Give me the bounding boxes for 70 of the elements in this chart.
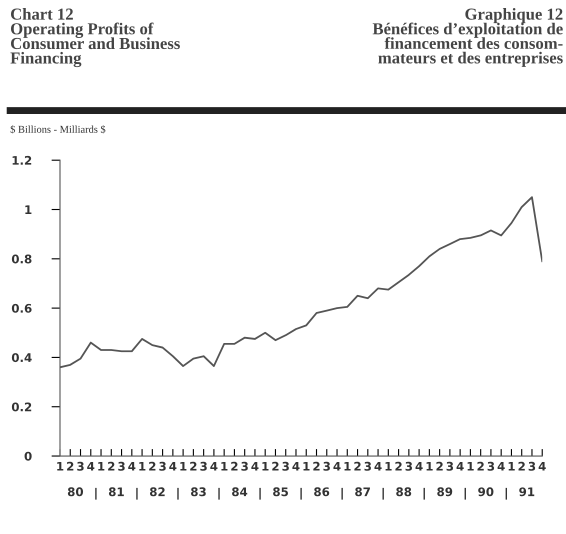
y-tick-label: 1.2 (12, 156, 32, 165)
x-tick-label: 3 (241, 462, 248, 471)
x-tick-label: 3 (77, 462, 84, 471)
x-tick-label: 4 (292, 462, 300, 471)
x-tick-label: 2 (477, 462, 484, 471)
x-tick-label: 3 (406, 462, 412, 471)
x-tick-label: 2 (231, 462, 238, 471)
y-tick-label: 0.4 (12, 353, 32, 362)
x-tick-label: 1 (98, 462, 104, 471)
x-tick-label: 3 (323, 462, 330, 471)
y-tick-label: 1 (25, 205, 32, 214)
x-tick-label: 4 (210, 462, 218, 471)
text: 90 (478, 487, 494, 496)
x-tick-label: 1 (468, 462, 474, 471)
x-tick-label: 4 (538, 462, 546, 471)
x-tick-label: 1 (57, 462, 64, 471)
text: 91 (519, 487, 534, 496)
x-tick-label: 2 (354, 462, 361, 471)
text: 85 (273, 487, 288, 496)
x-tick-label: 2 (190, 462, 196, 471)
x-tick-label: 3 (364, 462, 371, 471)
y-axis-title: $ Billions - Milliards $ (10, 125, 106, 134)
x-tick-label: 1 (262, 462, 268, 471)
x-tick-label: 1 (221, 462, 228, 471)
x-tick-label: 1 (426, 462, 433, 471)
x-tick-label: 4 (87, 462, 94, 471)
x-tick-label: 1 (386, 462, 392, 471)
y-tick-label: 0 (24, 452, 32, 461)
x-tick-label: 4 (416, 462, 423, 471)
y-tick-label: 0.6 (12, 304, 32, 313)
chart-title: Chart 12 Operating Profits of Consumer and Business Financing (10, 8, 180, 68)
text: 88 (396, 487, 412, 496)
x-tick-label: 4 (251, 462, 259, 471)
x-tick-label: 2 (67, 462, 74, 471)
text: 84 (232, 487, 248, 496)
x-tick-label: 4 (128, 462, 136, 471)
x-tick-label: 3 (488, 462, 494, 471)
x-tick-label: 1 (508, 462, 515, 471)
x-tick-label: 2 (436, 462, 443, 471)
x-tick-label: 2 (313, 462, 320, 471)
text: 87 (355, 487, 370, 496)
x-tick-label: 2 (108, 462, 114, 471)
x-tick-label: 4 (333, 462, 341, 471)
x-tick-label: 3 (282, 462, 289, 471)
x-tick-label: 2 (149, 462, 156, 471)
text: 89 (437, 487, 452, 496)
x-tick-label: 1 (139, 462, 146, 471)
x-tick-label: 3 (528, 462, 536, 471)
text: 82 (150, 487, 165, 496)
x-tick-label: 2 (395, 462, 402, 471)
chart-subtitle: Graphique 12 Bénéfices d’exploitation de financement des consom- mateurs et des entreprises (372, 8, 563, 67)
x-tick-label: 3 (118, 462, 125, 471)
x-tick-label: 1 (303, 462, 310, 471)
x-tick-label: 2 (518, 462, 525, 471)
x-tick-label: 3 (446, 462, 454, 471)
x-tick-label: 3 (200, 462, 207, 471)
y-tick-label: 0.8 (12, 254, 32, 264)
x-tick-label: 4 (169, 462, 176, 471)
text: 83 (191, 487, 206, 496)
x-tick-label: 4 (456, 462, 464, 471)
text: 86 (314, 487, 330, 496)
x-tick-label: 3 (159, 462, 166, 471)
x-tick-label: 2 (272, 462, 279, 471)
text: 81 (108, 487, 124, 496)
x-tick-label: 1 (180, 462, 186, 471)
x-tick-label: 4 (498, 462, 505, 471)
text: 80 (68, 487, 84, 496)
y-tick-label: 0.2 (12, 402, 32, 412)
x-tick-label: 1 (344, 462, 351, 471)
x-tick-label: 4 (374, 462, 382, 471)
